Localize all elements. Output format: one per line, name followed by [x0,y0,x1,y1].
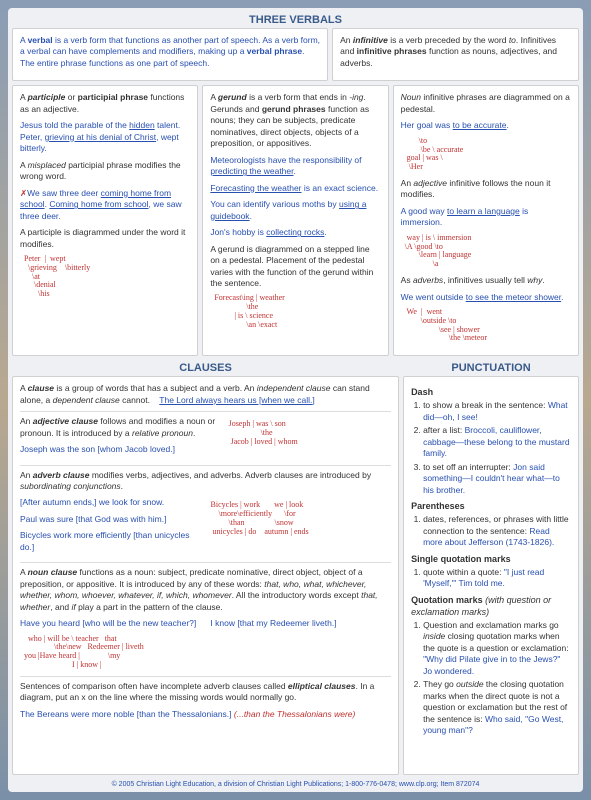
infinitive-box: Noun infinitive phrases are diagrammed o… [393,85,579,356]
participle-box: A participle or participial phrase funct… [12,85,198,356]
verbals-intro: A verbal is a verb form that functions a… [20,35,320,69]
quot-list: Question and exclamation marks go inside… [411,620,571,737]
elliptical-ex: The Bereans were more noble [than the Th… [20,709,391,720]
quot-head: Quotation marks (with question or exclam… [411,594,571,618]
gerund-ex4: Jon's hobby is collecting rocks. [210,227,380,238]
list-item: Question and exclamation marks go inside… [423,620,571,677]
clauses-column: CLAUSES A clause is a group of words tha… [12,360,399,775]
gerund-diagnote: A gerund is diagrammed on a stepped line… [210,244,380,290]
dash-head: Dash [411,386,571,398]
inf-diag3: We | went \outside \to \see | shower \th… [405,308,571,343]
single-list: quote within a quote: "I just read 'Myse… [411,567,571,590]
gerund-def: A gerund is a verb form that ends in -in… [210,92,380,149]
dash-list: to show a break in the sentence: What di… [411,400,571,496]
paren-list: dates, references, or phrases with littl… [411,514,571,548]
adv-clause-diag: Bicycles | work we | look \more\efficien… [211,501,392,552]
noun-clause-ex: Have you heard [who will be the new teac… [20,618,391,629]
verbals-section: THREE VERBALS A verbal is a verb form th… [12,12,579,356]
adj-clause-ex: Joseph was the son [whom Jacob loved.] [20,444,219,455]
adv-ex3: Bicycles work more efficiently [than uni… [20,530,201,553]
paren-head: Parentheses [411,500,571,512]
clauses-box: A clause is a group of words that has a … [12,376,399,775]
list-item: dates, references, or phrases with littl… [423,514,571,548]
participle-misplaced: A misplaced participial phrase modifies … [20,160,190,183]
inf-ex1: Her goal was to be accurate. [401,120,571,131]
gerund-ex3: You can identify various moths by using … [210,199,380,222]
inf-adjnote: An adjective infinitive follows the noun… [401,178,571,201]
participle-diagram: Peter | wept \grieving \bitterly \at \de… [24,255,190,299]
adv-ex2: Paul was sure [that God was with him.] [20,514,201,525]
inf-advnote: As adverbs, infinitives usually tell why… [401,275,571,286]
clauses-title: CLAUSES [12,360,399,376]
gerund-ex1: Meteorologists have the responsibility o… [210,155,380,178]
gerund-box: A gerund is a verb form that ends in -in… [202,85,388,356]
page-container: THREE VERBALS A verbal is a verb form th… [8,8,583,792]
list-item: They go outside the closing quotation ma… [423,679,571,736]
noun-clause-def: A noun clause functions as a noun: subje… [20,567,391,613]
verbals-title: THREE VERBALS [12,12,579,28]
elliptical-def: Sentences of comparison often have incom… [20,681,391,704]
bottom-row: CLAUSES A clause is a group of words tha… [12,360,579,775]
noun-clause-diag: who | will be \ teacher that \the\new Re… [24,635,391,670]
infinitive-def: An infinitive is a verb preceded by the … [340,35,571,69]
adv-clause-def: An adverb clause modifies verbs, adjecti… [20,470,391,493]
verbals-intro-box: A verbal is a verb form that functions a… [12,28,328,81]
adj-clause-def: An adjective clause follows and modifies… [20,416,219,439]
inf-ex2: A good way to learn a language is immers… [401,206,571,229]
adj-clause-diag: Joseph | was \ son \the Jacob | loved | … [229,420,391,454]
gerund-diagram: Forecast\ing | weather \the | is \ scien… [214,294,380,329]
punct-box: Dash to show a break in the sentence: Wh… [403,376,579,775]
adv-ex1: [After autumn ends,] we look for snow. [20,497,201,508]
inf-note1: Noun infinitive phrases are diagrammed o… [401,92,571,115]
participle-diagnote: A participle is diagrammed under the wor… [20,227,190,250]
punctuation-column: PUNCTUATION Dash to show a break in the … [403,360,579,775]
clauses-intro: A clause is a group of words that has a … [20,383,391,406]
footer-text: © 2005 Christian Light Education, a divi… [12,779,579,788]
inf-ex3: We went outside to see the meteor shower… [401,292,571,303]
inf-diag1: \to \be \ accurate goal | was \ \Her [405,137,571,172]
inf-diag2: way | is \ immersion \A \good \to \learn… [405,234,571,269]
infinitive-def-box: An infinitive is a verb preceded by the … [332,28,579,81]
participle-ex1: Jesus told the parable of the hidden tal… [20,120,190,154]
participle-def: A participle or participial phrase funct… [20,92,190,115]
participle-ex2: ✗We saw three deer coming home from scho… [20,188,190,222]
list-item: to show a break in the sentence: What di… [423,400,571,423]
gerund-ex2: Forecasting the weather is an exact scie… [210,183,380,194]
punct-title: PUNCTUATION [403,360,579,376]
list-item: after a list: Broccoli, cauliflower, cab… [423,425,571,459]
single-head: Single quotation marks [411,553,571,565]
list-item: to set off an interrupter: Jon said some… [423,462,571,496]
list-item: quote within a quote: "I just read 'Myse… [423,567,571,590]
